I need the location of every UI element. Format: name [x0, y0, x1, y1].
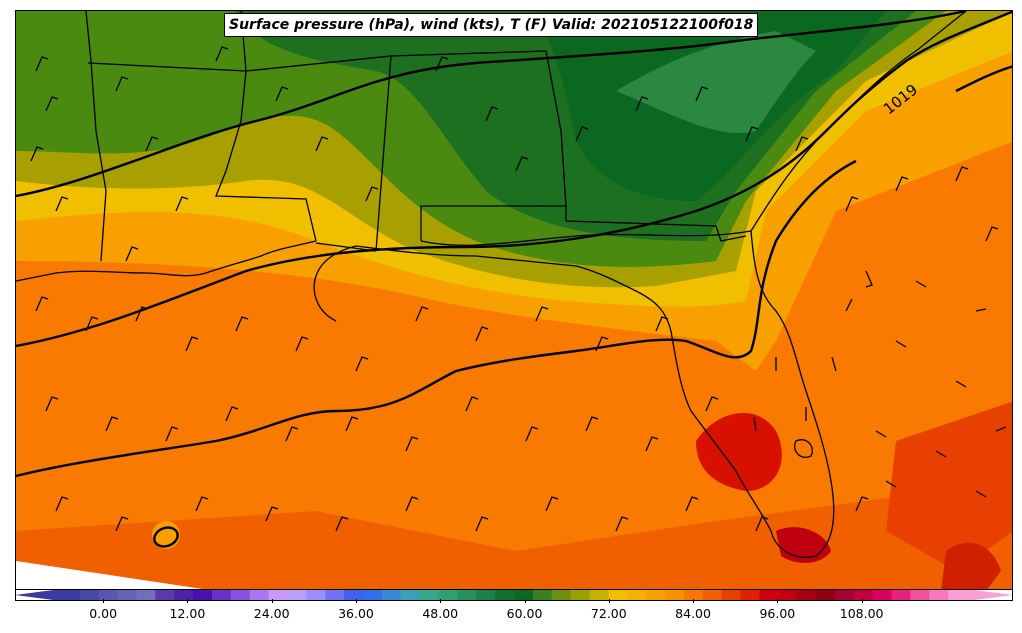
colorbar-cell — [155, 589, 175, 601]
warm-patch-east — [886, 401, 1012, 571]
colorbar-cell — [929, 589, 949, 601]
colorbar-tick-label: 12.00 — [169, 606, 206, 621]
colorbar-cell — [400, 589, 421, 601]
colorbar-tick-label: 36.00 — [338, 606, 374, 621]
colorbar-tick-mark — [355, 599, 357, 603]
colorbar-tick-mark — [187, 599, 189, 603]
temperature-map — [16, 11, 1012, 589]
colorbar-cell — [759, 589, 779, 601]
band-green-lighter-patch — [616, 31, 816, 133]
map-frame — [15, 10, 1013, 590]
isobars — [16, 11, 1012, 548]
colorbar-cell — [891, 589, 911, 601]
colorbar-tick-label: 0.00 — [89, 606, 118, 621]
colorbar-min-extend — [15, 589, 61, 601]
colorbar-cell — [702, 589, 723, 601]
hot-patch-cuba — [941, 542, 1001, 589]
colorbar — [15, 589, 1013, 601]
colorbar-cell — [778, 589, 798, 601]
colorbar-cell — [495, 589, 515, 601]
colorbar-cell — [287, 589, 307, 601]
colorbar-cell — [627, 589, 647, 601]
colorbar-tick-mark — [777, 599, 779, 603]
warm-patch-south — [16, 481, 1012, 589]
colorbar-cell — [514, 589, 534, 601]
colorbar-outline — [15, 589, 1013, 601]
colorbar-cell — [853, 589, 874, 601]
colorbar-cell — [816, 589, 836, 601]
colorbar-tick-label: 60.00 — [506, 606, 543, 621]
colorbar-max-extend — [967, 589, 1013, 601]
colorbar-tick-label: 96.00 — [759, 606, 796, 621]
colorbar-cell — [363, 589, 383, 601]
colorbar-cell — [721, 589, 742, 601]
missing-data-wedge — [16, 561, 203, 589]
colorbar-tick-label: 108.00 — [839, 606, 884, 621]
colorbar-cell — [683, 589, 704, 601]
colorbar-cell — [910, 589, 930, 601]
colorbar-cell — [136, 589, 156, 601]
colorbar-cells — [15, 589, 1013, 601]
colorbar-cell — [476, 589, 496, 601]
colorbar-cell — [438, 589, 458, 601]
map-title-text: Surface pressure (hPa), wind (kts), T (F… — [229, 17, 754, 33]
colorbar-cell — [98, 589, 119, 601]
colorbar-tick-label: 24.00 — [253, 606, 290, 621]
colorbar-cell — [872, 589, 893, 601]
colorbar-cell — [532, 589, 553, 601]
colorbar-cell — [834, 589, 855, 601]
colorbar-tick-label: 48.00 — [422, 606, 459, 621]
colorbar-cell — [381, 589, 402, 601]
colorbar-cell — [570, 589, 591, 601]
colorbar-tick-mark — [103, 599, 105, 603]
colorbar-tick-mark — [861, 599, 863, 603]
colorbar-tick-mark — [608, 599, 610, 603]
colorbar-cell — [740, 589, 760, 601]
colorbar-cell — [325, 589, 345, 601]
colorbar-cell — [212, 589, 232, 601]
colorbar-cell — [306, 589, 326, 601]
colorbar-cell — [551, 589, 572, 601]
map-title: Surface pressure (hPa), wind (kts), T (F… — [224, 13, 759, 37]
colorbar-cell — [79, 589, 100, 601]
colorbar-cell — [117, 589, 138, 601]
colorbar-cell — [797, 589, 817, 601]
hot-patch-florida — [696, 412, 782, 491]
colorbar-tick-mark — [693, 599, 695, 603]
colorbar-cell — [419, 589, 440, 601]
colorbar-tick-mark — [440, 599, 442, 603]
colorbar-cell — [344, 589, 364, 601]
colorbar-cell — [948, 589, 968, 601]
colorbar-tick-mark — [524, 599, 526, 603]
colorbar-cell — [457, 589, 477, 601]
wind-barbs — [30, 46, 1007, 532]
colorbar-cell — [230, 589, 251, 601]
colorbar-cell — [268, 589, 289, 601]
colorbar-cell — [249, 589, 270, 601]
colorbar-cell — [174, 589, 194, 601]
colorbar-cell — [608, 589, 628, 601]
colorbar-cell — [193, 589, 213, 601]
colorbar-tick-label: 84.00 — [675, 606, 711, 621]
colorbar-cell — [61, 589, 81, 601]
colorbar-tick-label: 72.00 — [590, 606, 627, 621]
colorbar-cell — [589, 589, 609, 601]
colorbar-cell — [646, 589, 666, 601]
colorbar-cell — [665, 589, 685, 601]
political-boundaries — [16, 11, 967, 558]
colorbar-tick-mark — [271, 599, 273, 603]
